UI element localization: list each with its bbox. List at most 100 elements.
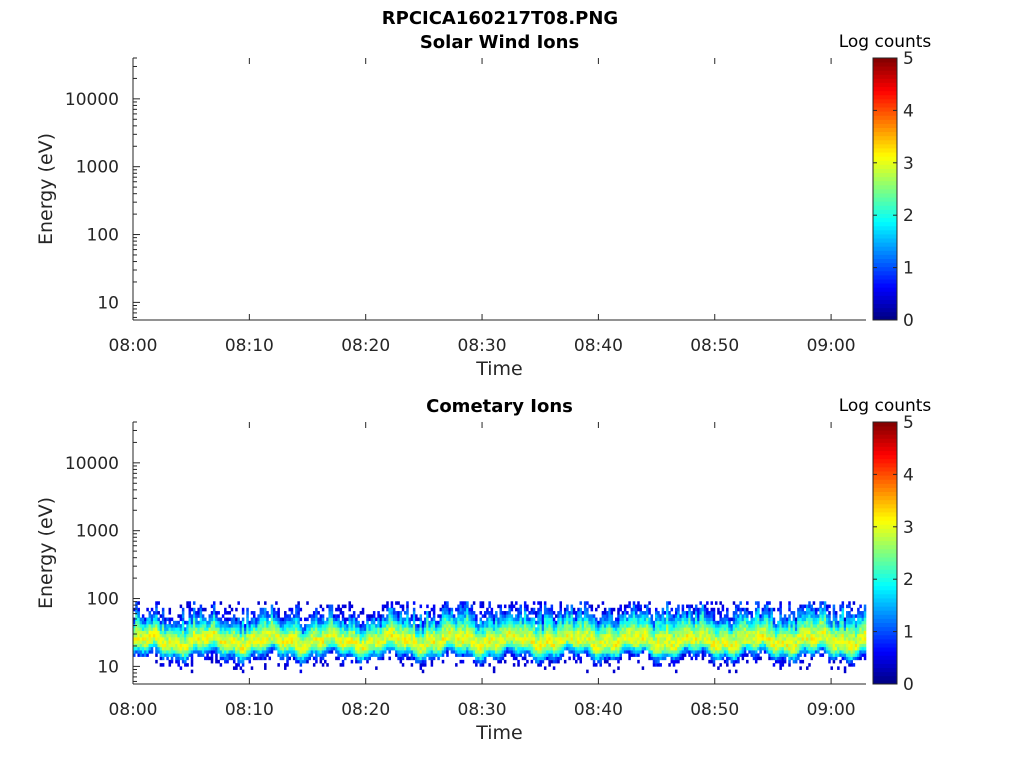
heatmap-cell	[619, 607, 622, 612]
heatmap-cell	[839, 640, 842, 644]
heatmap-cell	[435, 620, 438, 625]
heatmap-cell	[161, 640, 165, 644]
heatmap-cell	[146, 650, 149, 654]
heatmap-cell	[617, 620, 620, 625]
heatmap-cell	[290, 611, 294, 615]
heatmap-cell	[623, 614, 627, 618]
heatmap-cell	[228, 630, 232, 635]
heatmap-cell	[264, 640, 267, 644]
heatmap-cell	[826, 646, 829, 651]
heatmap-cell	[681, 604, 685, 609]
heatmap-cell	[701, 604, 705, 609]
heatmap-cell	[512, 656, 516, 661]
heatmap-cell	[439, 620, 443, 625]
heatmap-cell	[297, 656, 300, 661]
heatmap-cell	[499, 620, 503, 625]
heatmap-cell	[770, 637, 774, 641]
heatmap-cell	[490, 640, 494, 644]
heatmap-cell	[161, 646, 165, 651]
x-tick-label: 08:50	[690, 336, 739, 356]
heatmap-cell	[357, 659, 360, 664]
heatmap-cell	[726, 624, 729, 628]
heatmap-cell	[428, 640, 431, 644]
heatmap-cell	[239, 646, 243, 651]
heatmap-cell	[421, 656, 425, 661]
heatmap-cell	[370, 620, 374, 625]
heatmap-cell	[161, 620, 165, 625]
heatmap-cell	[230, 637, 234, 641]
heatmap-cell	[321, 617, 325, 622]
heatmap-cell	[335, 637, 338, 641]
heatmap-cell	[535, 633, 538, 638]
heatmap-cell	[703, 653, 707, 657]
heatmap-cell	[148, 637, 152, 641]
heatmap-cell	[821, 627, 825, 631]
heatmap-cell	[832, 656, 836, 661]
heatmap-cell	[146, 620, 149, 625]
heatmap-cell	[241, 630, 245, 635]
heatmap-cell	[515, 601, 518, 605]
heatmap-cell	[606, 633, 609, 638]
colorbar-segment	[873, 156, 897, 161]
heatmap-cell	[726, 637, 729, 641]
heatmap-cell	[555, 630, 558, 635]
heatmap-cell	[359, 656, 363, 661]
heatmap-cell	[272, 640, 276, 644]
heatmap-cell	[304, 646, 307, 651]
heatmap-cell	[532, 656, 536, 661]
heatmap-cell	[412, 646, 416, 651]
heatmap-cell	[670, 637, 674, 641]
heatmap-cell	[461, 624, 465, 628]
heatmap-cell	[699, 601, 702, 605]
heatmap-cell	[610, 646, 614, 651]
heatmap-cell	[468, 646, 471, 651]
heatmap-cell	[330, 643, 334, 648]
heatmap-cell	[788, 650, 791, 654]
heatmap-cell	[244, 653, 247, 657]
heatmap-cell	[539, 601, 542, 605]
heatmap-cell	[499, 617, 503, 622]
heatmap-cell	[841, 607, 845, 612]
heatmap-cell	[248, 653, 252, 657]
heatmap-cell	[552, 611, 556, 615]
heatmap-cell	[168, 633, 172, 638]
heatmap-cell	[188, 620, 192, 625]
heatmap-cell	[288, 633, 291, 638]
heatmap-cell	[697, 640, 700, 644]
heatmap-cell	[377, 637, 380, 641]
heatmap-cell	[806, 627, 809, 631]
heatmap-cell	[235, 627, 238, 631]
heatmap-cell	[361, 650, 365, 654]
heatmap-cell	[546, 640, 549, 644]
heatmap-cell	[344, 646, 347, 651]
heatmap-cell	[583, 643, 587, 648]
heatmap-cell	[821, 643, 825, 648]
heatmap-cell	[426, 624, 429, 628]
heatmap-cell	[701, 656, 705, 661]
heatmap-cell	[248, 624, 252, 628]
heatmap-cell	[137, 650, 140, 654]
heatmap-cell	[501, 640, 505, 644]
heatmap-cell	[797, 643, 800, 648]
heatmap-cell	[250, 640, 254, 644]
heatmap-cell	[366, 640, 369, 644]
heatmap-cell	[750, 624, 754, 628]
heatmap-cell	[339, 633, 343, 638]
heatmap-cell	[319, 627, 323, 631]
heatmap-cell	[606, 637, 609, 641]
heatmap-cell	[330, 650, 334, 654]
heatmap-cell	[463, 620, 467, 625]
heatmap-cell	[270, 620, 274, 625]
heatmap-cell	[304, 627, 307, 631]
heatmap-cell	[177, 627, 180, 631]
heatmap-cell	[281, 637, 285, 641]
heatmap-cell	[808, 643, 811, 648]
heatmap-cell	[768, 633, 771, 638]
heatmap-cell	[837, 624, 840, 628]
heatmap-cell	[379, 643, 383, 648]
heatmap-cell	[606, 646, 609, 651]
heatmap-cell	[503, 653, 507, 657]
heatmap-cell	[794, 646, 798, 651]
heatmap-cell	[810, 607, 813, 612]
